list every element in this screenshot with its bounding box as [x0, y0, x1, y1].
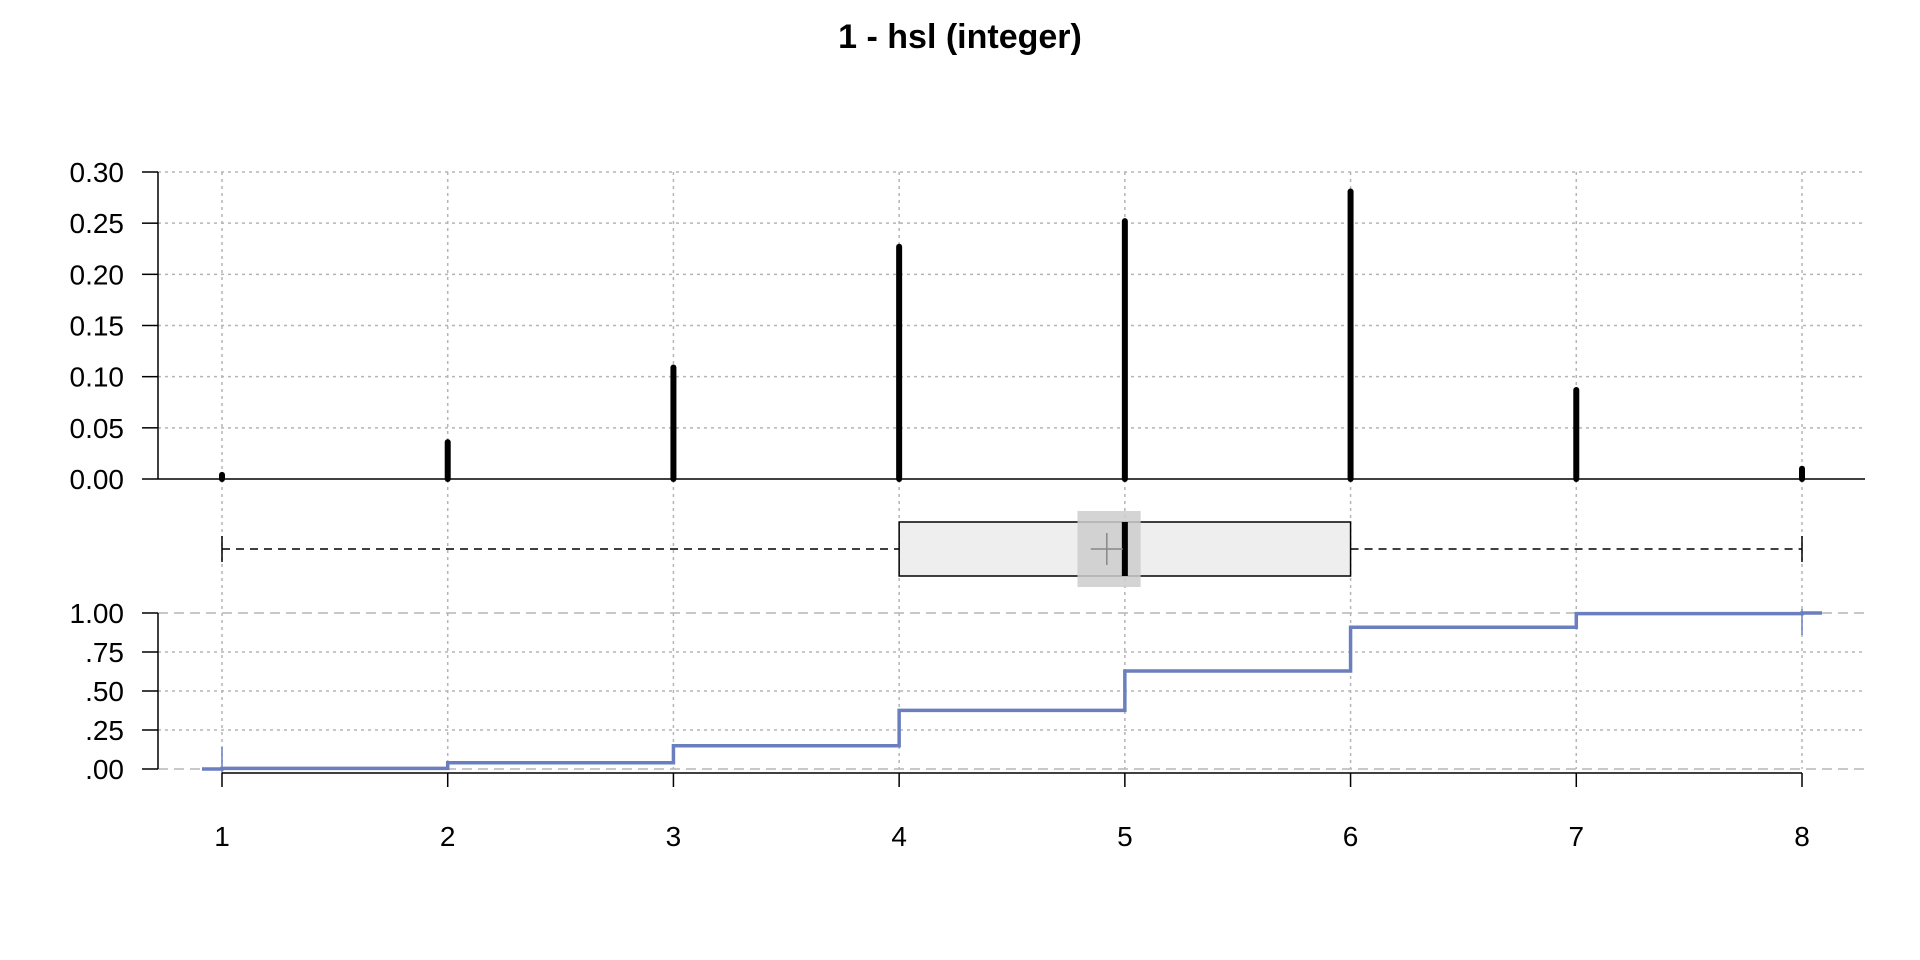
bottom-y-tick-label: .50 [85, 676, 124, 707]
bottom-y-tick-label: .00 [85, 754, 124, 785]
x-tick-label: 8 [1794, 821, 1810, 852]
top-y-tick-label: 0.05 [70, 413, 125, 444]
x-tick-label: 7 [1568, 821, 1584, 852]
x-tick-label: 6 [1343, 821, 1359, 852]
top-y-tick-label: 0.10 [70, 362, 125, 393]
top-y-tick-label: 0.25 [70, 208, 125, 239]
x-tick-label: 3 [666, 821, 682, 852]
x-tick-label: 4 [891, 821, 907, 852]
top-y-tick-label: 0.20 [70, 259, 125, 290]
ecdf-line [202, 611, 1822, 771]
top-y-tick-label: 0.30 [70, 157, 125, 188]
x-tick-label: 5 [1117, 821, 1133, 852]
bottom-y-tick-label: .75 [85, 637, 124, 668]
x-tick-label: 1 [214, 821, 230, 852]
top-y-tick-label: 0.00 [70, 464, 125, 495]
chart-title: 1 - hsl (integer) [838, 18, 1082, 56]
bottom-y-tick-label: 1.00 [70, 598, 125, 629]
top-y-tick-label: 0.15 [70, 311, 125, 342]
bottom-y-tick-label: .25 [85, 715, 124, 746]
x-tick-label: 2 [440, 821, 456, 852]
